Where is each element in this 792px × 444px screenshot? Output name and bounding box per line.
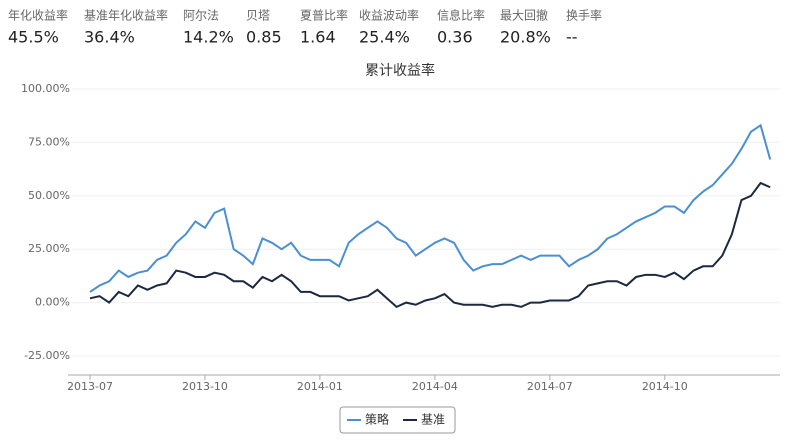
stat-label: 收益波动率 (359, 8, 419, 23)
stat-value: -- (566, 28, 578, 47)
y-tick-label: 100.00% (21, 82, 70, 95)
stat-value: 14.2% (183, 28, 234, 47)
x-tick-label: 2014-10 (642, 380, 688, 393)
stat-label: 基准年化收益率 (84, 8, 168, 23)
series-line (89, 181, 771, 309)
stat-value: 0.85 (246, 28, 282, 47)
stat-label: 年化收益率 (8, 8, 68, 23)
y-tick-label: 75.00% (28, 135, 70, 148)
x-tick-label: 2014-04 (412, 380, 458, 393)
chart-title: 累计收益率 (365, 62, 435, 79)
stat-value: 45.5% (8, 28, 59, 47)
y-tick-label: 50.00% (28, 189, 70, 202)
stat-value: 20.8% (500, 28, 551, 47)
stat-value: 36.4% (84, 28, 135, 47)
y-tick-label: 0.00% (35, 296, 70, 309)
x-tick-label: 2013-07 (67, 380, 113, 393)
series-line (89, 123, 772, 293)
stat-label: 换手率 (566, 8, 602, 23)
stat-value: 1.64 (300, 28, 336, 47)
stat-label: 阿尔法 (183, 8, 219, 23)
y-tick-label: -25.00% (24, 349, 70, 362)
stat-label: 贝塔 (246, 9, 270, 23)
legend-label[interactable]: 基准 (421, 413, 445, 427)
y-tick-label: 25.00% (28, 242, 70, 255)
stat-label: 信息比率 (437, 8, 485, 23)
legend-label[interactable]: 策略 (365, 412, 389, 427)
legend-box (339, 406, 456, 434)
x-tick-label: 2013-10 (182, 380, 228, 393)
x-tick-label: 2014-01 (297, 380, 343, 393)
stat-value: 25.4% (359, 28, 410, 47)
stat-value: 0.36 (437, 28, 473, 47)
stat-label: 最大回撤 (500, 8, 548, 23)
x-tick-label: 2014-07 (527, 380, 573, 393)
stat-label: 夏普比率 (300, 8, 348, 23)
